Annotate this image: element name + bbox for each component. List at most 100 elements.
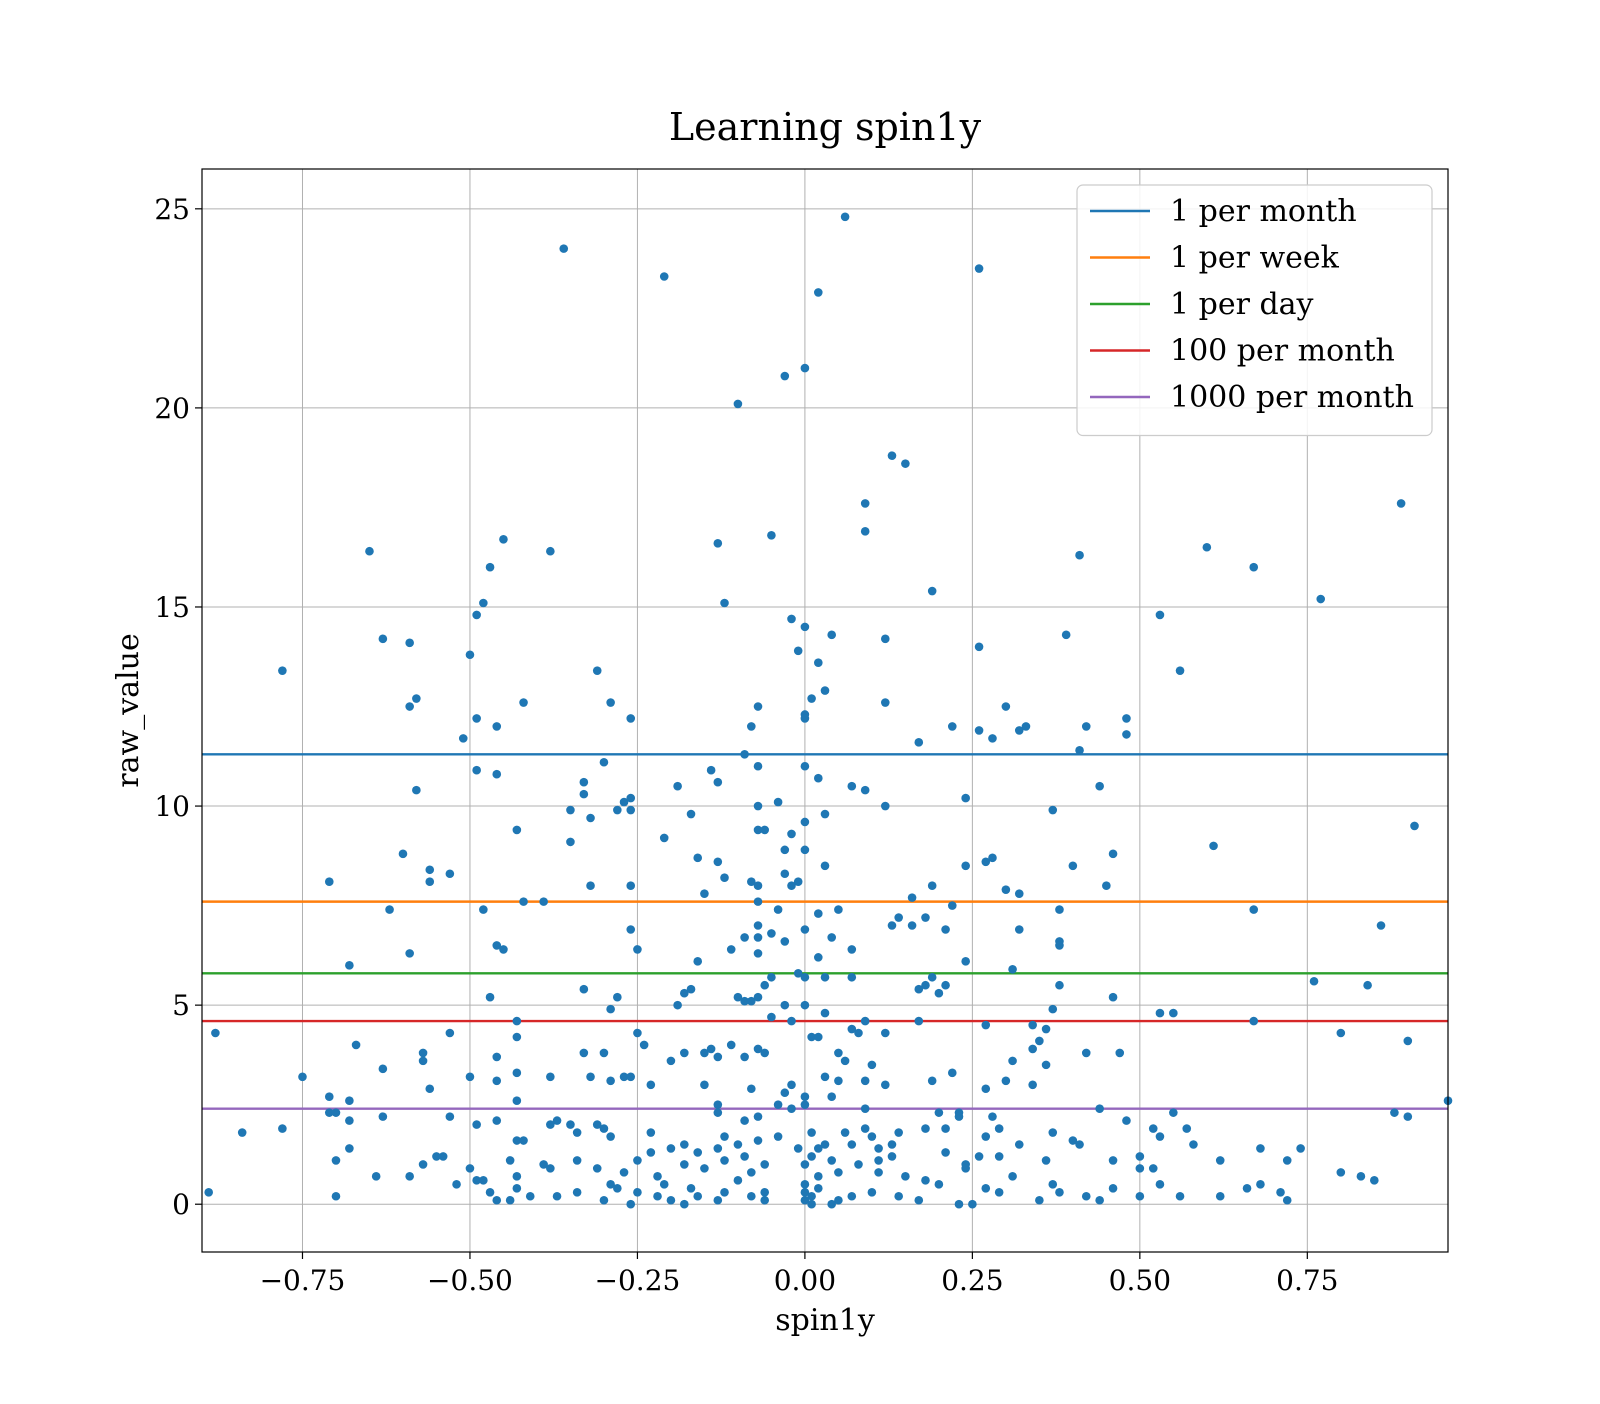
data-point (867, 1187, 877, 1197)
data-point (974, 264, 984, 273)
y-tick-label: 25 (154, 193, 190, 226)
data-point (1182, 1124, 1192, 1133)
data-point (479, 905, 488, 914)
data-point (512, 1136, 522, 1145)
data-point (1215, 1191, 1225, 1201)
data-point (927, 586, 937, 596)
data-point (974, 642, 984, 652)
data-point (1041, 1024, 1051, 1034)
data-point (988, 1112, 997, 1121)
data-point (492, 1052, 502, 1062)
data-point (1249, 905, 1259, 914)
data-point (740, 1052, 749, 1062)
data-point (619, 1072, 629, 1082)
data-point (626, 881, 636, 890)
data-point (733, 399, 743, 409)
data-point (579, 984, 589, 994)
x-tick-label: −0.50 (427, 1264, 513, 1297)
data-point (592, 1164, 602, 1173)
data-point (914, 738, 924, 747)
data-point (901, 459, 910, 468)
data-point (753, 702, 763, 711)
data-point (860, 1124, 870, 1133)
data-point (1215, 1156, 1225, 1165)
data-point (686, 809, 696, 819)
data-point (405, 1172, 414, 1181)
data-point (619, 797, 629, 807)
data-point (780, 1088, 790, 1098)
data-point (1028, 1080, 1037, 1090)
data-point (425, 865, 435, 875)
plot-frame (201, 168, 1449, 1253)
data-point (773, 1100, 783, 1109)
data-point (773, 797, 783, 807)
threshold-lines (202, 753, 1448, 1110)
data-point (787, 1016, 796, 1026)
data-point (1075, 1140, 1084, 1149)
data-point (405, 702, 414, 711)
data-point (1336, 1028, 1346, 1038)
data-point (854, 1028, 863, 1038)
data-point (894, 1128, 903, 1137)
data-point (331, 1191, 341, 1201)
data-point (713, 1195, 723, 1205)
data-point (994, 1187, 1004, 1197)
data-point (793, 877, 803, 887)
data-point (613, 992, 622, 1002)
data-point (874, 1168, 883, 1177)
data-point (1108, 1156, 1118, 1165)
data-point (479, 598, 488, 608)
data-point (780, 869, 790, 879)
data-point (586, 813, 595, 823)
data-point (814, 909, 823, 918)
data-point (1370, 1176, 1379, 1185)
data-point (840, 212, 850, 222)
data-point (1155, 610, 1165, 620)
data-point (921, 1124, 930, 1133)
data-point (512, 1096, 522, 1105)
data-point (800, 363, 810, 373)
data-point (1008, 1172, 1017, 1181)
data-point (1014, 726, 1024, 735)
data-point (666, 1195, 676, 1205)
x-tick-label: −0.75 (260, 1264, 346, 1297)
data-point (847, 1140, 857, 1149)
data-point (592, 1120, 602, 1129)
data-point (814, 1172, 823, 1181)
data-point (492, 1116, 502, 1125)
data-point (693, 1148, 703, 1157)
data-point (753, 897, 763, 906)
data-point (934, 1108, 944, 1117)
data-point (204, 1187, 213, 1197)
data-point (713, 1108, 723, 1117)
data-point (820, 686, 830, 695)
data-point (860, 527, 870, 536)
data-point (921, 913, 930, 922)
data-point (720, 1132, 729, 1141)
data-point (706, 765, 716, 775)
data-point (512, 1016, 522, 1026)
data-point (827, 1199, 836, 1209)
data-point (827, 630, 836, 640)
data-point (814, 658, 823, 668)
data-point (753, 761, 763, 771)
data-point (1155, 1132, 1165, 1141)
data-point (1363, 980, 1372, 990)
legend-label: 1 per day (1170, 287, 1314, 322)
data-point (827, 933, 836, 942)
x-axis-label: spin1y (775, 1303, 875, 1338)
data-point (479, 1176, 488, 1185)
data-point (800, 1092, 810, 1102)
data-point (807, 694, 816, 703)
data-point (800, 714, 810, 723)
data-point (572, 1156, 582, 1165)
data-point (1014, 1140, 1024, 1149)
data-point (753, 1136, 763, 1145)
data-point (1316, 594, 1326, 604)
data-point (847, 1024, 857, 1034)
data-point (747, 1084, 756, 1094)
data-point (773, 1132, 783, 1141)
data-point (680, 1140, 689, 1149)
